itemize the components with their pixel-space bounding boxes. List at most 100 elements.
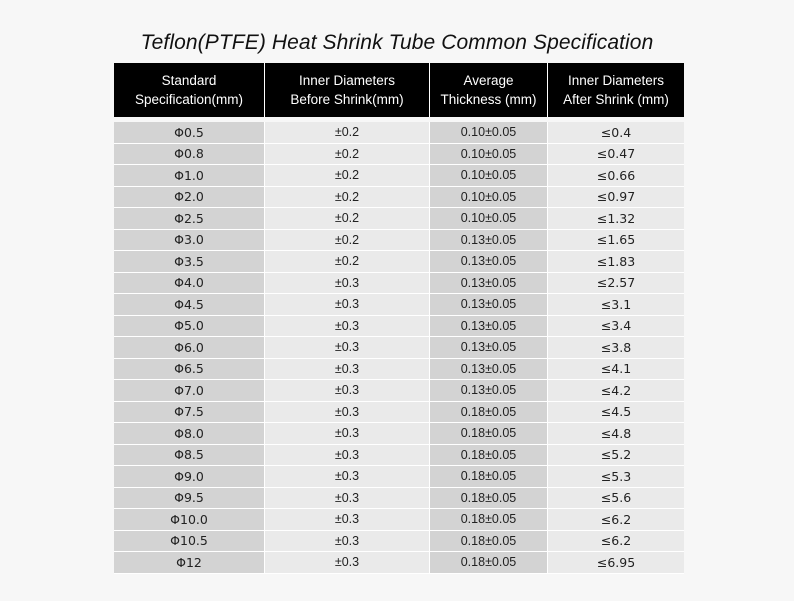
cell-avg-thickness: 0.10±0.05 <box>430 208 548 230</box>
cell-inner-before: ±0.2 <box>265 122 430 144</box>
cell-inner-before: ±0.2 <box>265 229 430 251</box>
cell-standard-spec: Φ6.5 <box>114 358 265 380</box>
header-line: Standard <box>161 73 217 88</box>
cell-inner-after: ≤5.2 <box>548 444 684 466</box>
cell-inner-after: ≤0.4 <box>548 122 684 144</box>
table-row: Φ4.0 ±0.3 0.13±0.05 ≤2.57 <box>114 272 684 294</box>
cell-inner-after: ≤1.32 <box>548 208 684 230</box>
cell-avg-thickness: 0.10±0.05 <box>430 186 548 208</box>
header-line: Inner Diameters <box>298 73 396 88</box>
cell-avg-thickness: 0.18±0.05 <box>430 552 548 574</box>
cell-standard-spec: Φ1.0 <box>114 165 265 187</box>
header-avg-thickness: Average Thickness (mm) <box>430 63 548 117</box>
cell-standard-spec: Φ7.5 <box>114 401 265 423</box>
cell-avg-thickness: 0.18±0.05 <box>430 487 548 509</box>
cell-avg-thickness: 0.13±0.05 <box>430 380 548 402</box>
cell-standard-spec: Φ2.5 <box>114 208 265 230</box>
cell-inner-after: ≤1.83 <box>548 251 684 273</box>
cell-inner-after: ≤4.2 <box>548 380 684 402</box>
table-row: Φ8.5 ±0.3 0.18±0.05 ≤5.2 <box>114 444 684 466</box>
cell-avg-thickness: 0.18±0.05 <box>430 401 548 423</box>
cell-avg-thickness: 0.18±0.05 <box>430 530 548 552</box>
table-row: Φ0.5 ±0.2 0.10±0.05 ≤0.4 <box>114 122 684 144</box>
header-line: Average <box>463 73 514 88</box>
cell-avg-thickness: 0.18±0.05 <box>430 423 548 445</box>
header-inner-before: Inner Diameters Before Shrink(mm) <box>265 63 430 117</box>
spec-table: Standard Specification(mm) Inner Diamete… <box>114 63 684 574</box>
cell-inner-after: ≤2.57 <box>548 272 684 294</box>
table-row: Φ9.5 ±0.3 0.18±0.05 ≤5.6 <box>114 487 684 509</box>
cell-standard-spec: Φ0.5 <box>114 122 265 144</box>
table-row: Φ2.5 ±0.2 0.10±0.05 ≤1.32 <box>114 208 684 230</box>
cell-avg-thickness: 0.13±0.05 <box>430 272 548 294</box>
cell-avg-thickness: 0.10±0.05 <box>430 122 548 144</box>
cell-inner-after: ≤0.66 <box>548 165 684 187</box>
cell-inner-before: ±0.2 <box>265 251 430 273</box>
cell-inner-after: ≤3.4 <box>548 315 684 337</box>
cell-avg-thickness: 0.10±0.05 <box>430 165 548 187</box>
cell-inner-after: ≤4.1 <box>548 358 684 380</box>
cell-avg-thickness: 0.13±0.05 <box>430 229 548 251</box>
header-line: After Shrink (mm) <box>563 92 669 107</box>
cell-avg-thickness: 0.18±0.05 <box>430 466 548 488</box>
header-line: Inner Diameters <box>567 73 665 88</box>
cell-inner-before: ±0.3 <box>265 552 430 574</box>
cell-inner-before: ±0.3 <box>265 272 430 294</box>
cell-inner-before: ±0.3 <box>265 423 430 445</box>
table-row: Φ2.0 ±0.2 0.10±0.05 ≤0.97 <box>114 186 684 208</box>
cell-inner-before: ±0.2 <box>265 186 430 208</box>
cell-inner-after: ≤6.95 <box>548 552 684 574</box>
cell-inner-before: ±0.3 <box>265 487 430 509</box>
cell-inner-after: ≤0.47 <box>548 143 684 165</box>
cell-inner-after: ≤3.8 <box>548 337 684 359</box>
cell-standard-spec: Φ3.0 <box>114 229 265 251</box>
table-row: Φ0.8 ±0.2 0.10±0.05 ≤0.47 <box>114 143 684 165</box>
cell-avg-thickness: 0.13±0.05 <box>430 294 548 316</box>
cell-inner-before: ±0.3 <box>265 530 430 552</box>
cell-inner-before: ±0.2 <box>265 165 430 187</box>
cell-inner-before: ±0.3 <box>265 337 430 359</box>
header-line: Specification(mm) <box>134 92 244 107</box>
cell-standard-spec: Φ12 <box>114 552 265 574</box>
table-row: Φ10.0 ±0.3 0.18±0.05 ≤6.2 <box>114 509 684 531</box>
cell-inner-before: ±0.3 <box>265 466 430 488</box>
cell-inner-after: ≤6.2 <box>548 509 684 531</box>
cell-inner-before: ±0.3 <box>265 509 430 531</box>
page-title: Teflon(PTFE) Heat Shrink Tube Common Spe… <box>140 31 654 54</box>
cell-avg-thickness: 0.10±0.05 <box>430 143 548 165</box>
cell-inner-after: ≤1.65 <box>548 229 684 251</box>
table-row: Φ10.5 ±0.3 0.18±0.05 ≤6.2 <box>114 530 684 552</box>
table-row: Φ8.0 ±0.3 0.18±0.05 ≤4.8 <box>114 423 684 445</box>
table-row: Φ9.0 ±0.3 0.18±0.05 ≤5.3 <box>114 466 684 488</box>
table-row: Φ1.0 ±0.2 0.10±0.05 ≤0.66 <box>114 165 684 187</box>
cell-standard-spec: Φ8.5 <box>114 444 265 466</box>
cell-inner-before: ±0.2 <box>265 208 430 230</box>
cell-avg-thickness: 0.13±0.05 <box>430 315 548 337</box>
table-row: Φ12 ±0.3 0.18±0.05 ≤6.95 <box>114 552 684 574</box>
cell-standard-spec: Φ7.0 <box>114 380 265 402</box>
cell-standard-spec: Φ2.0 <box>114 186 265 208</box>
cell-standard-spec: Φ9.0 <box>114 466 265 488</box>
cell-avg-thickness: 0.18±0.05 <box>430 444 548 466</box>
cell-inner-before: ±0.3 <box>265 294 430 316</box>
cell-standard-spec: Φ9.5 <box>114 487 265 509</box>
cell-avg-thickness: 0.13±0.05 <box>430 337 548 359</box>
header-row: Standard Specification(mm) Inner Diamete… <box>114 63 684 117</box>
cell-inner-after: ≤4.5 <box>548 401 684 423</box>
cell-inner-before: ±0.3 <box>265 358 430 380</box>
table-row: Φ6.5 ±0.3 0.13±0.05 ≤4.1 <box>114 358 684 380</box>
cell-inner-after: ≤3.1 <box>548 294 684 316</box>
table-row: Φ3.0 ±0.2 0.13±0.05 ≤1.65 <box>114 229 684 251</box>
cell-inner-after: ≤4.8 <box>548 423 684 445</box>
table-row: Φ3.5 ±0.2 0.13±0.05 ≤1.83 <box>114 251 684 273</box>
cell-inner-after: ≤5.3 <box>548 466 684 488</box>
table-row: Φ5.0 ±0.3 0.13±0.05 ≤3.4 <box>114 315 684 337</box>
cell-standard-spec: Φ6.0 <box>114 337 265 359</box>
cell-inner-before: ±0.2 <box>265 143 430 165</box>
cell-inner-after: ≤5.6 <box>548 487 684 509</box>
cell-standard-spec: Φ3.5 <box>114 251 265 273</box>
cell-inner-after: ≤6.2 <box>548 530 684 552</box>
cell-inner-after: ≤0.97 <box>548 186 684 208</box>
cell-inner-before: ±0.3 <box>265 380 430 402</box>
table-row: Φ7.5 ±0.3 0.18±0.05 ≤4.5 <box>114 401 684 423</box>
